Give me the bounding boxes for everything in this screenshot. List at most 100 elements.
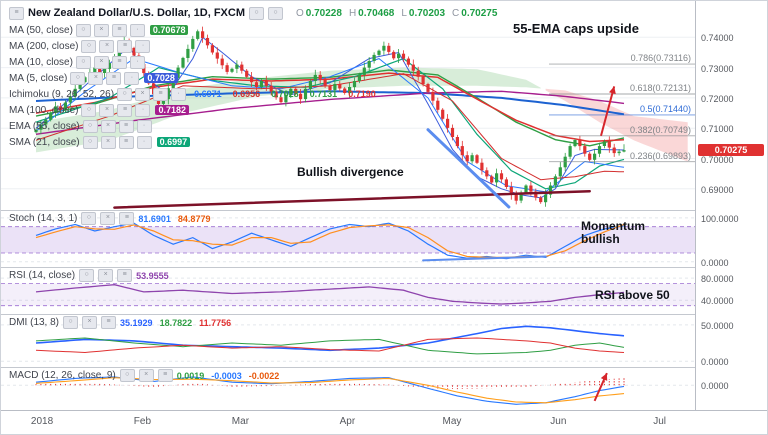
indicator-value: 0.7131 (309, 89, 338, 99)
indicator-legend: MA (50, close) ○ × ≡ · 0.70678 MA (200, close)… (9, 22, 497, 150)
stoch-pane-canvas[interactable] (1, 210, 697, 267)
price-axis-tick: 0.71000 (701, 124, 734, 135)
dmi-values: 35.1929 18.7822 11.7756 (120, 318, 231, 328)
indicator-value: 0.7182 (155, 105, 190, 115)
dmi-legend[interactable]: DMI (13, 8) ○ × ≡ 35.1929 18.7822 11.7756 (9, 316, 231, 329)
settings-icon[interactable]: ≡ (117, 39, 133, 53)
eye-icon[interactable]: ○ (119, 369, 135, 382)
indicator-value: 0.6971 (194, 89, 222, 99)
settings-icon[interactable]: ≡ (153, 87, 169, 101)
legend-row[interactable]: MA (200, close) ○ × ≡ · (9, 38, 497, 54)
time-axis-label: Jun (550, 416, 567, 427)
eye-icon[interactable]: ○ (75, 55, 91, 69)
more-icon[interactable]: · (124, 71, 140, 85)
rsi-pane-canvas[interactable] (1, 267, 697, 314)
time-axis-label: Feb (133, 416, 152, 427)
indicator-value: 0.6956 (232, 89, 261, 99)
rsi-legend[interactable]: RSI (14, close) ○ × ≡ 53.9555 (9, 269, 169, 282)
time-axis[interactable]: 2018 Feb Mar Apr May Jun Jul (1, 410, 767, 434)
legend-row[interactable]: SMA (21, close) ○ × ≡ · 0.6997 (9, 134, 497, 150)
symbol-menu-icon[interactable]: ≡ (9, 6, 24, 20)
close-icon[interactable]: × (99, 39, 115, 53)
legend-row[interactable]: EMA (55, close) ○ × ≡ · (9, 118, 497, 134)
more-icon[interactable]: · (136, 135, 152, 149)
eye-icon[interactable]: ○ (117, 87, 133, 101)
fib-level-label: 0.5(0.71440) (639, 103, 691, 114)
pane-divider[interactable] (1, 314, 767, 315)
legend-row[interactable]: MA (5, close) ○ × ≡ · 0.7028 (9, 70, 497, 86)
indicator-value: -0.0022 (248, 370, 280, 381)
eye-icon[interactable]: ○ (82, 119, 98, 133)
settings-icon[interactable]: ≡ (101, 316, 117, 329)
price-axis-tick: 40.0000 (701, 296, 734, 307)
close-icon[interactable]: × (82, 316, 98, 329)
stoch-label: Stoch (14, 3, 1) (9, 213, 78, 224)
legend-row[interactable]: MA (100, close) ○ × ≡ · 0.7182 (9, 102, 497, 118)
eye-icon[interactable]: ○ (70, 71, 86, 85)
settings-icon[interactable]: ≡ (111, 55, 127, 69)
eye-icon[interactable]: ○ (63, 316, 79, 329)
pane-divider[interactable] (1, 267, 767, 268)
settings-icon[interactable]: ≡ (118, 119, 134, 133)
indicator-label: SMA (21, close) (9, 136, 80, 148)
close-icon[interactable]: × (100, 135, 116, 149)
indicator-label: Ichimoku (9, 26, 52, 26) (9, 88, 115, 100)
open-label: O (296, 7, 304, 19)
settings-icon[interactable]: ○ (268, 6, 283, 20)
more-icon[interactable]: · (171, 87, 187, 101)
eye-icon[interactable]: ○ (75, 23, 91, 37)
close-icon[interactable]: × (93, 23, 109, 37)
eye-icon[interactable]: ○ (249, 6, 264, 20)
settings-icon[interactable]: ≡ (117, 103, 133, 117)
settings-icon[interactable]: ≡ (106, 71, 122, 85)
legend-row[interactable]: MA (10, close) ○ × ≡ · (9, 54, 497, 70)
more-icon[interactable]: · (136, 119, 152, 133)
rsi-label: RSI (14, close) (9, 270, 76, 281)
indicator-value: -0.0003 (211, 370, 242, 381)
close-icon[interactable]: × (135, 87, 151, 101)
eye-icon[interactable]: ○ (81, 39, 97, 53)
settings-icon[interactable]: ≡ (118, 135, 134, 149)
time-axis-label: May (442, 416, 462, 427)
price-axis[interactable]: 0.70275 0.74000 0.73000 0.72000 0.71000 0.70… (695, 1, 767, 410)
legend-row[interactable]: MA (50, close) ○ × ≡ · 0.70678 (9, 22, 497, 38)
stoch-legend[interactable]: Stoch (14, 3, 1) ○ × ≡ 81.6901 84.8779 (9, 212, 210, 225)
settings-icon[interactable]: ≡ (111, 23, 127, 37)
macd-legend[interactable]: MACD (12, 26, close, 9) ○ × ≡ 0.0019 -0.0… (9, 369, 279, 382)
close-icon[interactable]: × (98, 269, 114, 282)
fib-level-label: 0.786(0.73116) (630, 53, 691, 64)
indicator-label: MA (50, close) (9, 24, 73, 36)
legend-row[interactable]: Ichimoku (9, 26, 52, 26) ○ × ≡ · 0.6971 0.6956… (9, 86, 497, 102)
more-icon[interactable]: · (135, 103, 151, 117)
settings-icon[interactable]: ≡ (117, 269, 133, 282)
eye-icon[interactable]: ○ (79, 269, 95, 282)
last-price-badge: 0.70275 (698, 144, 764, 157)
close-icon[interactable]: × (138, 369, 154, 382)
price-axis-tick: 0.73000 (701, 63, 734, 74)
symbol-title: New Zealand Dollar/U.S. Dollar, 1D, FXCM (28, 7, 245, 19)
eye-icon[interactable]: ○ (82, 135, 98, 149)
pane-divider[interactable] (1, 367, 767, 368)
indicator-value: 0.70678 (149, 25, 189, 35)
more-icon[interactable]: · (129, 55, 145, 69)
eye-icon[interactable]: ○ (81, 212, 97, 225)
more-icon[interactable]: · (135, 39, 151, 53)
dmi-pane-canvas[interactable] (1, 314, 697, 367)
pane-divider[interactable] (1, 210, 767, 211)
close-icon[interactable]: × (93, 55, 109, 69)
indicator-value: 18.7822 (159, 317, 193, 328)
annotation-momentum: Momentum bullish (581, 219, 645, 246)
indicator-value: 81.6901 (138, 213, 171, 224)
more-icon[interactable]: · (129, 23, 145, 37)
eye-icon[interactable]: ○ (81, 103, 97, 117)
close-icon[interactable]: × (100, 119, 116, 133)
indicator-value: 0.7028 (144, 73, 178, 83)
settings-icon[interactable]: ≡ (119, 212, 135, 225)
close-icon[interactable]: × (88, 71, 104, 85)
close-icon[interactable]: × (99, 103, 115, 117)
close-icon[interactable]: × (100, 212, 116, 225)
price-axis-tick: 0.74000 (701, 33, 734, 44)
open-value: 0.70228 (305, 7, 342, 19)
settings-icon[interactable]: ≡ (157, 369, 173, 382)
